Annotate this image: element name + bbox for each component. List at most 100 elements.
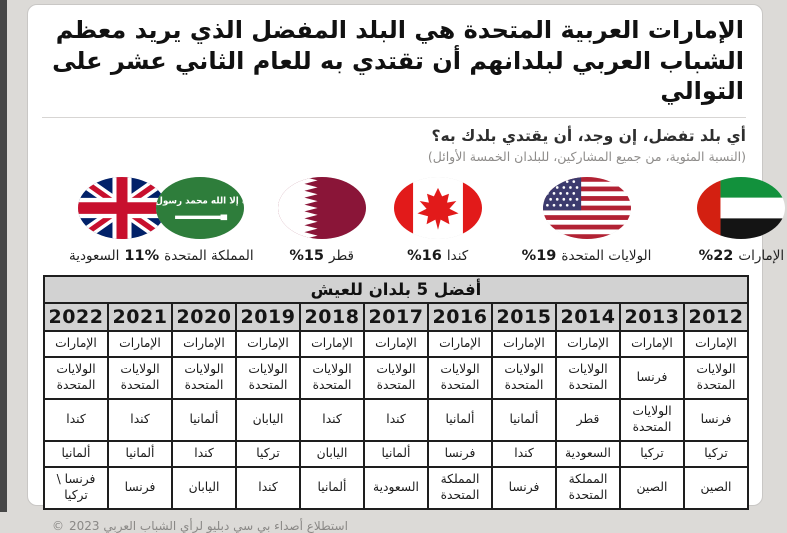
table-cell: الولايات المتحدة (427, 356, 493, 401)
table-row: كندا كندا ألمانيا اليابان كندا كندا ألمانيا ألم… (43, 398, 749, 443)
year-header: 2015 (491, 302, 557, 333)
saudi-arabia-flag-icon: لا إله إلا الله محمد رسول الله (156, 177, 245, 240)
table-cell: الولايات المتحدة (171, 356, 237, 401)
table-cell: قطر (555, 398, 621, 443)
table-cell: الولايات المتحدة (363, 356, 429, 401)
table-title: أفضل 5 بلدان للعيش (43, 275, 749, 305)
table-cell: كندا (363, 398, 429, 443)
uae-percent: %22 (698, 248, 734, 265)
year-header: 2014 (555, 302, 621, 333)
table-cell: الإمارات (299, 330, 365, 359)
top5-countries-table: أفضل 5 بلدان للعيش 2022 2021 2020 2019 2018 2… (43, 275, 749, 511)
table-row: الولايات المتحدة الولايات المتحدة الولايات… (43, 356, 749, 401)
saudi-label-text: السعودية (69, 248, 120, 265)
table-cell: السعودية (555, 440, 621, 469)
qatar-label: %15 قطر (289, 248, 354, 264)
table-year-row: 2022 2021 2020 2019 2018 2017 2016 2015 2014 2013… (43, 302, 749, 333)
flag-group-uae: %22 الإمارات (697, 177, 786, 264)
survey-note: (النسبة المئوية، من جميع المشاركين، للبل… (427, 149, 746, 165)
source-text: استطلاع أصداء بي سي دبليو لرأي الشباب ال… (69, 519, 348, 533)
table-cell: اليابان (235, 398, 301, 443)
usa-label-text: الولايات المتحدة (561, 248, 652, 265)
flag-group-uk-saudi: لا إله إلا الله محمد رسول الله السعودية … (69, 177, 254, 264)
table-cell: الإمارات (491, 330, 557, 359)
table-cell: فرنسا \ تركيا (43, 466, 109, 511)
table-cell: الإمارات (171, 330, 237, 359)
qatar-flag-icon (277, 177, 366, 240)
table-cell: الإمارات (107, 330, 173, 359)
table-cell: الإمارات (427, 330, 493, 359)
copyright-icon: © (52, 519, 64, 533)
table-cell: تركيا (235, 440, 301, 469)
table-cell: الإمارات (43, 330, 109, 359)
table-cell: ألمانيا (43, 440, 109, 469)
table-cell: فرنسا (107, 466, 173, 511)
table-cell: كندا (171, 440, 237, 469)
year-header: 2019 (235, 302, 301, 333)
page-title: الإمارات العربية المتحدة هي البلد المفضل… (52, 16, 744, 106)
table-cell: الإمارات (555, 330, 621, 359)
table-cell: ألمانيا (363, 440, 429, 469)
table-cell: فرنسا (491, 466, 557, 511)
year-header: 2020 (171, 302, 237, 333)
table-cell: الولايات المتحدة (683, 356, 749, 401)
table-cell: كندا (43, 398, 109, 443)
table-cell: الولايات المتحدة (555, 356, 621, 401)
table-cell: الإمارات (235, 330, 301, 359)
canada-label-text: كندا (446, 248, 469, 265)
usa-percent: %19 (521, 248, 557, 265)
table-cell: الولايات المتحدة (107, 356, 173, 401)
uae-flag-icon (697, 177, 786, 240)
year-header: 2017 (363, 302, 429, 333)
table-row: الإمارات الإمارات الإمارات الإمارات الإمارات… (43, 330, 749, 359)
table-cell: المملكة المتحدة (427, 466, 493, 511)
year-header: 2022 (43, 302, 109, 333)
flag-group-canada: %16 كندا (393, 177, 482, 265)
flag-group-usa: %19 الولايات المتحدة (522, 177, 652, 264)
survey-question: أي بلد تفضل، إن وجد، أن يقتدي بلدك به؟ (431, 127, 746, 146)
table-body: الإمارات الإمارات الإمارات الإمارات الإمارات… (43, 330, 749, 511)
usa-label: %19 الولايات المتحدة (522, 248, 652, 264)
uk-saudi-label: السعودية 11% المملكة المتحدة (69, 248, 254, 264)
qatar-percent: %15 (289, 248, 325, 265)
flags-row: لا إله إلا الله محمد رسول الله السعودية … (69, 177, 786, 265)
uk-flag-icon (78, 177, 167, 240)
table-cell: الولايات المتحدة (43, 356, 109, 401)
infographic-card: الإمارات العربية المتحدة هي البلد المفضل… (27, 4, 786, 533)
year-header: 2013 (619, 302, 685, 333)
table-cell: المملكة المتحدة (555, 466, 621, 511)
table-cell: الولايات المتحدة (491, 356, 557, 401)
table-cell: الولايات المتحدة (235, 356, 301, 401)
table-title-row: أفضل 5 بلدان للعيش (43, 275, 749, 305)
usa-flag-icon (542, 177, 631, 240)
table-cell: كندا (107, 398, 173, 443)
table-cell: اليابان (299, 440, 365, 469)
table-cell: كندا (491, 440, 557, 469)
table-cell: فرنسا (683, 398, 749, 443)
table-cell: فرنسا (619, 356, 685, 401)
uk-label-text: المملكة المتحدة (164, 248, 254, 265)
table-cell: السعودية (363, 466, 429, 511)
table-cell: الإمارات (363, 330, 429, 359)
table-cell: الصين (683, 466, 749, 511)
source-footer: © استطلاع أصداء بي سي دبليو لرأي الشباب … (42, 519, 746, 533)
table-cell: كندا (235, 466, 301, 511)
table-cell: الإمارات (619, 330, 685, 359)
table-cell: تركيا (619, 440, 685, 469)
table-cell: الولايات المتحدة (299, 356, 365, 401)
table-row: فرنسا \ تركيا فرنسا اليابان كندا ألمانيا السع… (43, 466, 749, 511)
flag-pair: لا إله إلا الله محمد رسول الله (78, 177, 245, 240)
table-cell: فرنسا (427, 440, 493, 469)
svg-text:لا إله إلا الله محمد رسول الله: لا إله إلا الله محمد رسول الله (156, 196, 244, 206)
qatar-label-text: قطر (329, 248, 355, 265)
table-cell: ألمانيا (491, 398, 557, 443)
table-row: ألمانيا ألمانيا كندا تركيا اليابان ألمانيا فرن… (43, 440, 749, 469)
table-cell: ألمانيا (107, 440, 173, 469)
year-header: 2018 (299, 302, 365, 333)
table-cell: كندا (299, 398, 365, 443)
table-cell: الصين (619, 466, 685, 511)
table-cell: ألمانيا (427, 398, 493, 443)
table-cell: ألمانيا (171, 398, 237, 443)
canada-percent: %16 (407, 248, 442, 265)
uae-label: %22 الإمارات (699, 248, 785, 264)
